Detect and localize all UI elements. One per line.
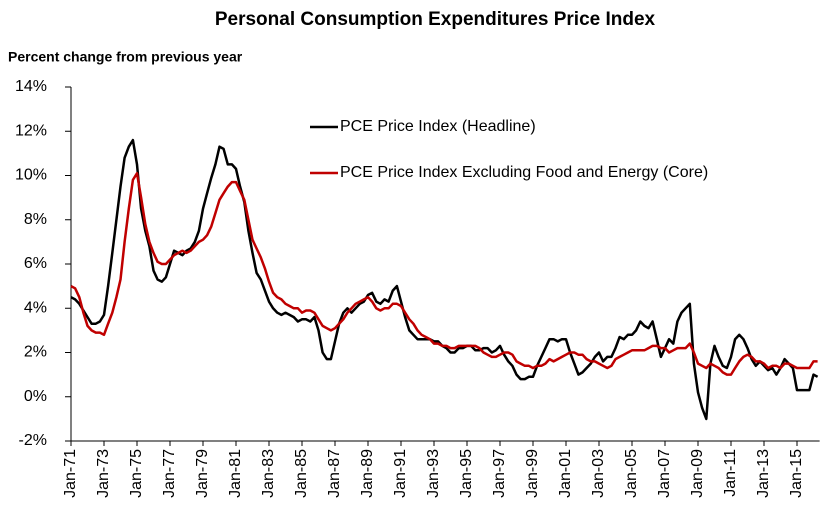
- x-tick-label: Jan-05: [623, 449, 640, 498]
- x-tick-label: Jan-07: [656, 449, 673, 498]
- x-tick-label: Jan-71: [62, 449, 79, 498]
- legend-label: PCE Price Index (Headline): [340, 118, 536, 135]
- y-tick-label: 8%: [24, 211, 47, 228]
- y-tick-label: 6%: [24, 255, 47, 272]
- y-axis-label: Percent change from previous year: [8, 49, 243, 65]
- x-tick-label: Jan-01: [557, 449, 574, 498]
- x-tick-label: Jan-85: [293, 449, 310, 498]
- series-line: [70, 138, 819, 421]
- series-line: [70, 172, 818, 376]
- x-tick-label: Jan-77: [161, 449, 178, 498]
- x-tick-label: Jan-09: [689, 449, 706, 498]
- x-tick-label: Jan-93: [425, 449, 442, 498]
- x-tick-label: Jan-97: [491, 449, 508, 498]
- x-tick-label: Jan-87: [326, 449, 343, 498]
- x-tick-label: Jan-81: [227, 449, 244, 498]
- x-tick-label: Jan-03: [590, 449, 607, 498]
- y-tick-label: -2%: [19, 432, 47, 449]
- chart-title: Personal Consumption Expenditures Price …: [215, 9, 656, 30]
- x-tick-label: Jan-11: [722, 449, 739, 497]
- x-tick-label: Jan-13: [755, 449, 772, 498]
- y-tick-label: 0%: [24, 388, 47, 405]
- y-tick-label: 4%: [24, 299, 47, 316]
- x-tick-label: Jan-79: [194, 449, 211, 498]
- x-tick-label: Jan-73: [95, 449, 112, 498]
- x-tick-label: Jan-15: [788, 449, 805, 498]
- x-tick-label: Jan-83: [260, 449, 277, 498]
- x-tick-label: Jan-99: [524, 449, 541, 498]
- y-tick-label: 12%: [15, 122, 47, 139]
- x-tick-label: Jan-95: [458, 449, 475, 498]
- legend-label: PCE Price Index Excluding Food and Energ…: [340, 164, 708, 181]
- y-tick-label: 10%: [15, 167, 47, 184]
- x-tick-label: Jan-89: [359, 449, 376, 498]
- x-tick-label: Jan-75: [128, 449, 145, 498]
- x-tick-label: Jan-91: [392, 449, 409, 498]
- y-tick-label: 2%: [24, 344, 47, 361]
- y-tick-label: 14%: [15, 78, 47, 95]
